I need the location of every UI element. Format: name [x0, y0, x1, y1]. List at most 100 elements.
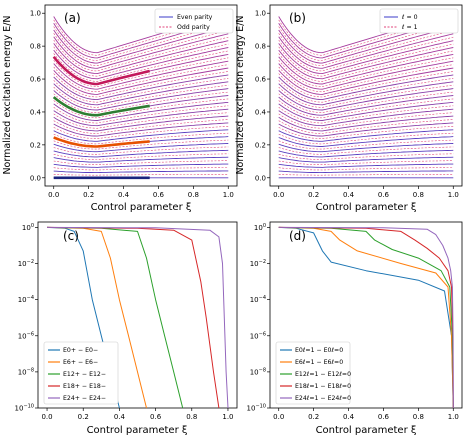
legend-entry: Even parity	[177, 14, 213, 21]
panel-d-label: (d)	[289, 229, 306, 243]
energy-level-solid	[278, 47, 454, 80]
legend-entry: E0+ − E0−	[63, 347, 98, 354]
x-tick-label: 0.6	[150, 413, 162, 421]
legend-entry: E0ℓ=1 − E0ℓ=0	[295, 347, 343, 354]
energy-level-dashed	[278, 126, 454, 140]
energy-level-dashed	[53, 50, 229, 82]
x-tick-label: 0.8	[413, 413, 424, 421]
y-tick-label: 0.2	[30, 141, 41, 149]
y-tick-label: 1.0	[30, 10, 41, 18]
energy-level-solid	[278, 163, 454, 168]
x-axis-label-d: Control parameter ξ	[316, 425, 417, 436]
series-line	[46, 226, 184, 409]
x-tick-label: 0.0	[273, 413, 284, 421]
panel-a-frame	[44, 4, 238, 187]
energy-level-solid	[53, 129, 229, 142]
y-tick-label: 1.0	[255, 10, 266, 18]
energy-level-solid	[278, 143, 454, 153]
energy-level-dashed	[53, 43, 229, 77]
energy-level-solid	[53, 143, 229, 153]
legend-entry: E12+ − E12−	[63, 371, 106, 378]
energy-level-dashed	[278, 119, 454, 134]
y-tick-label: 10−4	[250, 295, 266, 304]
x-tick-label: 0.6	[153, 191, 165, 199]
energy-level-dashed	[278, 23, 454, 61]
energy-level-dashed	[53, 174, 229, 176]
x-tick-label: 0.2	[78, 413, 89, 421]
panel-d-frame	[269, 221, 463, 409]
legend-entry: E18ℓ=1 − E18ℓ=0	[295, 383, 351, 390]
energy-level-dashed	[278, 105, 454, 124]
energy-level-dashed	[53, 98, 229, 119]
series-line	[46, 226, 229, 409]
energy-level-dashed	[53, 36, 229, 72]
energy-level-dashed	[53, 139, 229, 150]
energy-level-dashed	[278, 153, 454, 160]
energy-level-dashed	[53, 112, 229, 129]
x-axis-label-c: Control parameter ξ	[87, 425, 188, 436]
legend-entry: Odd parity	[177, 24, 210, 31]
energy-level-solid	[53, 81, 229, 106]
energy-level-solid	[53, 74, 229, 101]
energy-level-dashed	[278, 30, 454, 67]
legend-box	[379, 8, 459, 34]
energy-level-solid	[53, 163, 229, 168]
energy-level-dashed	[53, 167, 229, 171]
y-axis-label-b: Normalized excitation energy E/N	[235, 15, 246, 174]
x-tick-label: 0.2	[308, 413, 319, 421]
series-line	[278, 226, 454, 409]
energy-level-solid	[53, 156, 229, 163]
y-tick-label: 10−8	[18, 367, 34, 376]
y-tick-label: 0.2	[255, 141, 266, 149]
energy-level-dashed	[53, 126, 229, 140]
energy-level-dashed	[278, 78, 454, 103]
energy-level-dashed	[278, 132, 454, 145]
energy-level-solid	[278, 33, 454, 69]
energy-level-dashed	[53, 23, 229, 61]
energy-level-solid	[278, 88, 454, 111]
y-tick-label: 100	[254, 223, 266, 232]
y-tick-label: 0.6	[30, 76, 42, 84]
energy-level-dashed	[278, 167, 454, 171]
energy-level-solid	[53, 26, 229, 64]
energy-level-solid	[278, 122, 454, 137]
y-tick-label: 10−10	[247, 404, 266, 413]
energy-level-solid	[278, 81, 454, 106]
y-tick-label: 10−2	[18, 259, 34, 268]
x-tick-label: 0.0	[48, 191, 59, 199]
energy-level-dashed	[278, 98, 454, 119]
y-tick-label: 10−4	[18, 295, 34, 304]
energy-level-solid	[53, 47, 229, 80]
x-tick-label: 1.0	[448, 413, 459, 421]
energy-level-dashed	[53, 132, 229, 145]
energy-level-solid	[53, 115, 229, 132]
energy-level-solid	[53, 108, 229, 127]
energy-level-dashed	[278, 36, 454, 72]
y-tick-label: 0.4	[255, 108, 267, 116]
energy-level-dashed	[53, 105, 229, 124]
x-axis-label-b: Control parameter ξ	[316, 202, 417, 213]
x-tick-label: 0.4	[343, 413, 355, 421]
legend-entry: E6+ − E6−	[63, 359, 98, 366]
energy-level-dashed	[278, 43, 454, 77]
y-tick-label: 0.0	[255, 174, 266, 182]
legend-entry: E6ℓ=1 − E6ℓ=0	[295, 359, 343, 366]
energy-level-solid	[278, 60, 454, 90]
energy-level-solid	[278, 101, 454, 121]
y-axis-label-a: Normalized excitation energy E/N	[2, 15, 13, 174]
energy-level-solid	[278, 53, 454, 85]
legend-entry: ℓ = 1	[401, 24, 418, 31]
energy-level-dashed	[53, 30, 229, 67]
energy-level-solid	[278, 26, 454, 64]
x-tick-label: 0.0	[273, 191, 284, 199]
energy-level-dashed	[278, 91, 454, 113]
legend-entry: E18+ − E18−	[63, 383, 106, 390]
energy-level-dashed	[53, 119, 229, 134]
panel-a-label: (a)	[64, 11, 81, 25]
x-tick-label: 1.0	[223, 191, 234, 199]
x-tick-label: 0.8	[188, 191, 199, 199]
x-tick-label: 0.8	[413, 191, 424, 199]
energy-level-solid	[278, 67, 454, 95]
energy-level-solid	[278, 95, 454, 116]
